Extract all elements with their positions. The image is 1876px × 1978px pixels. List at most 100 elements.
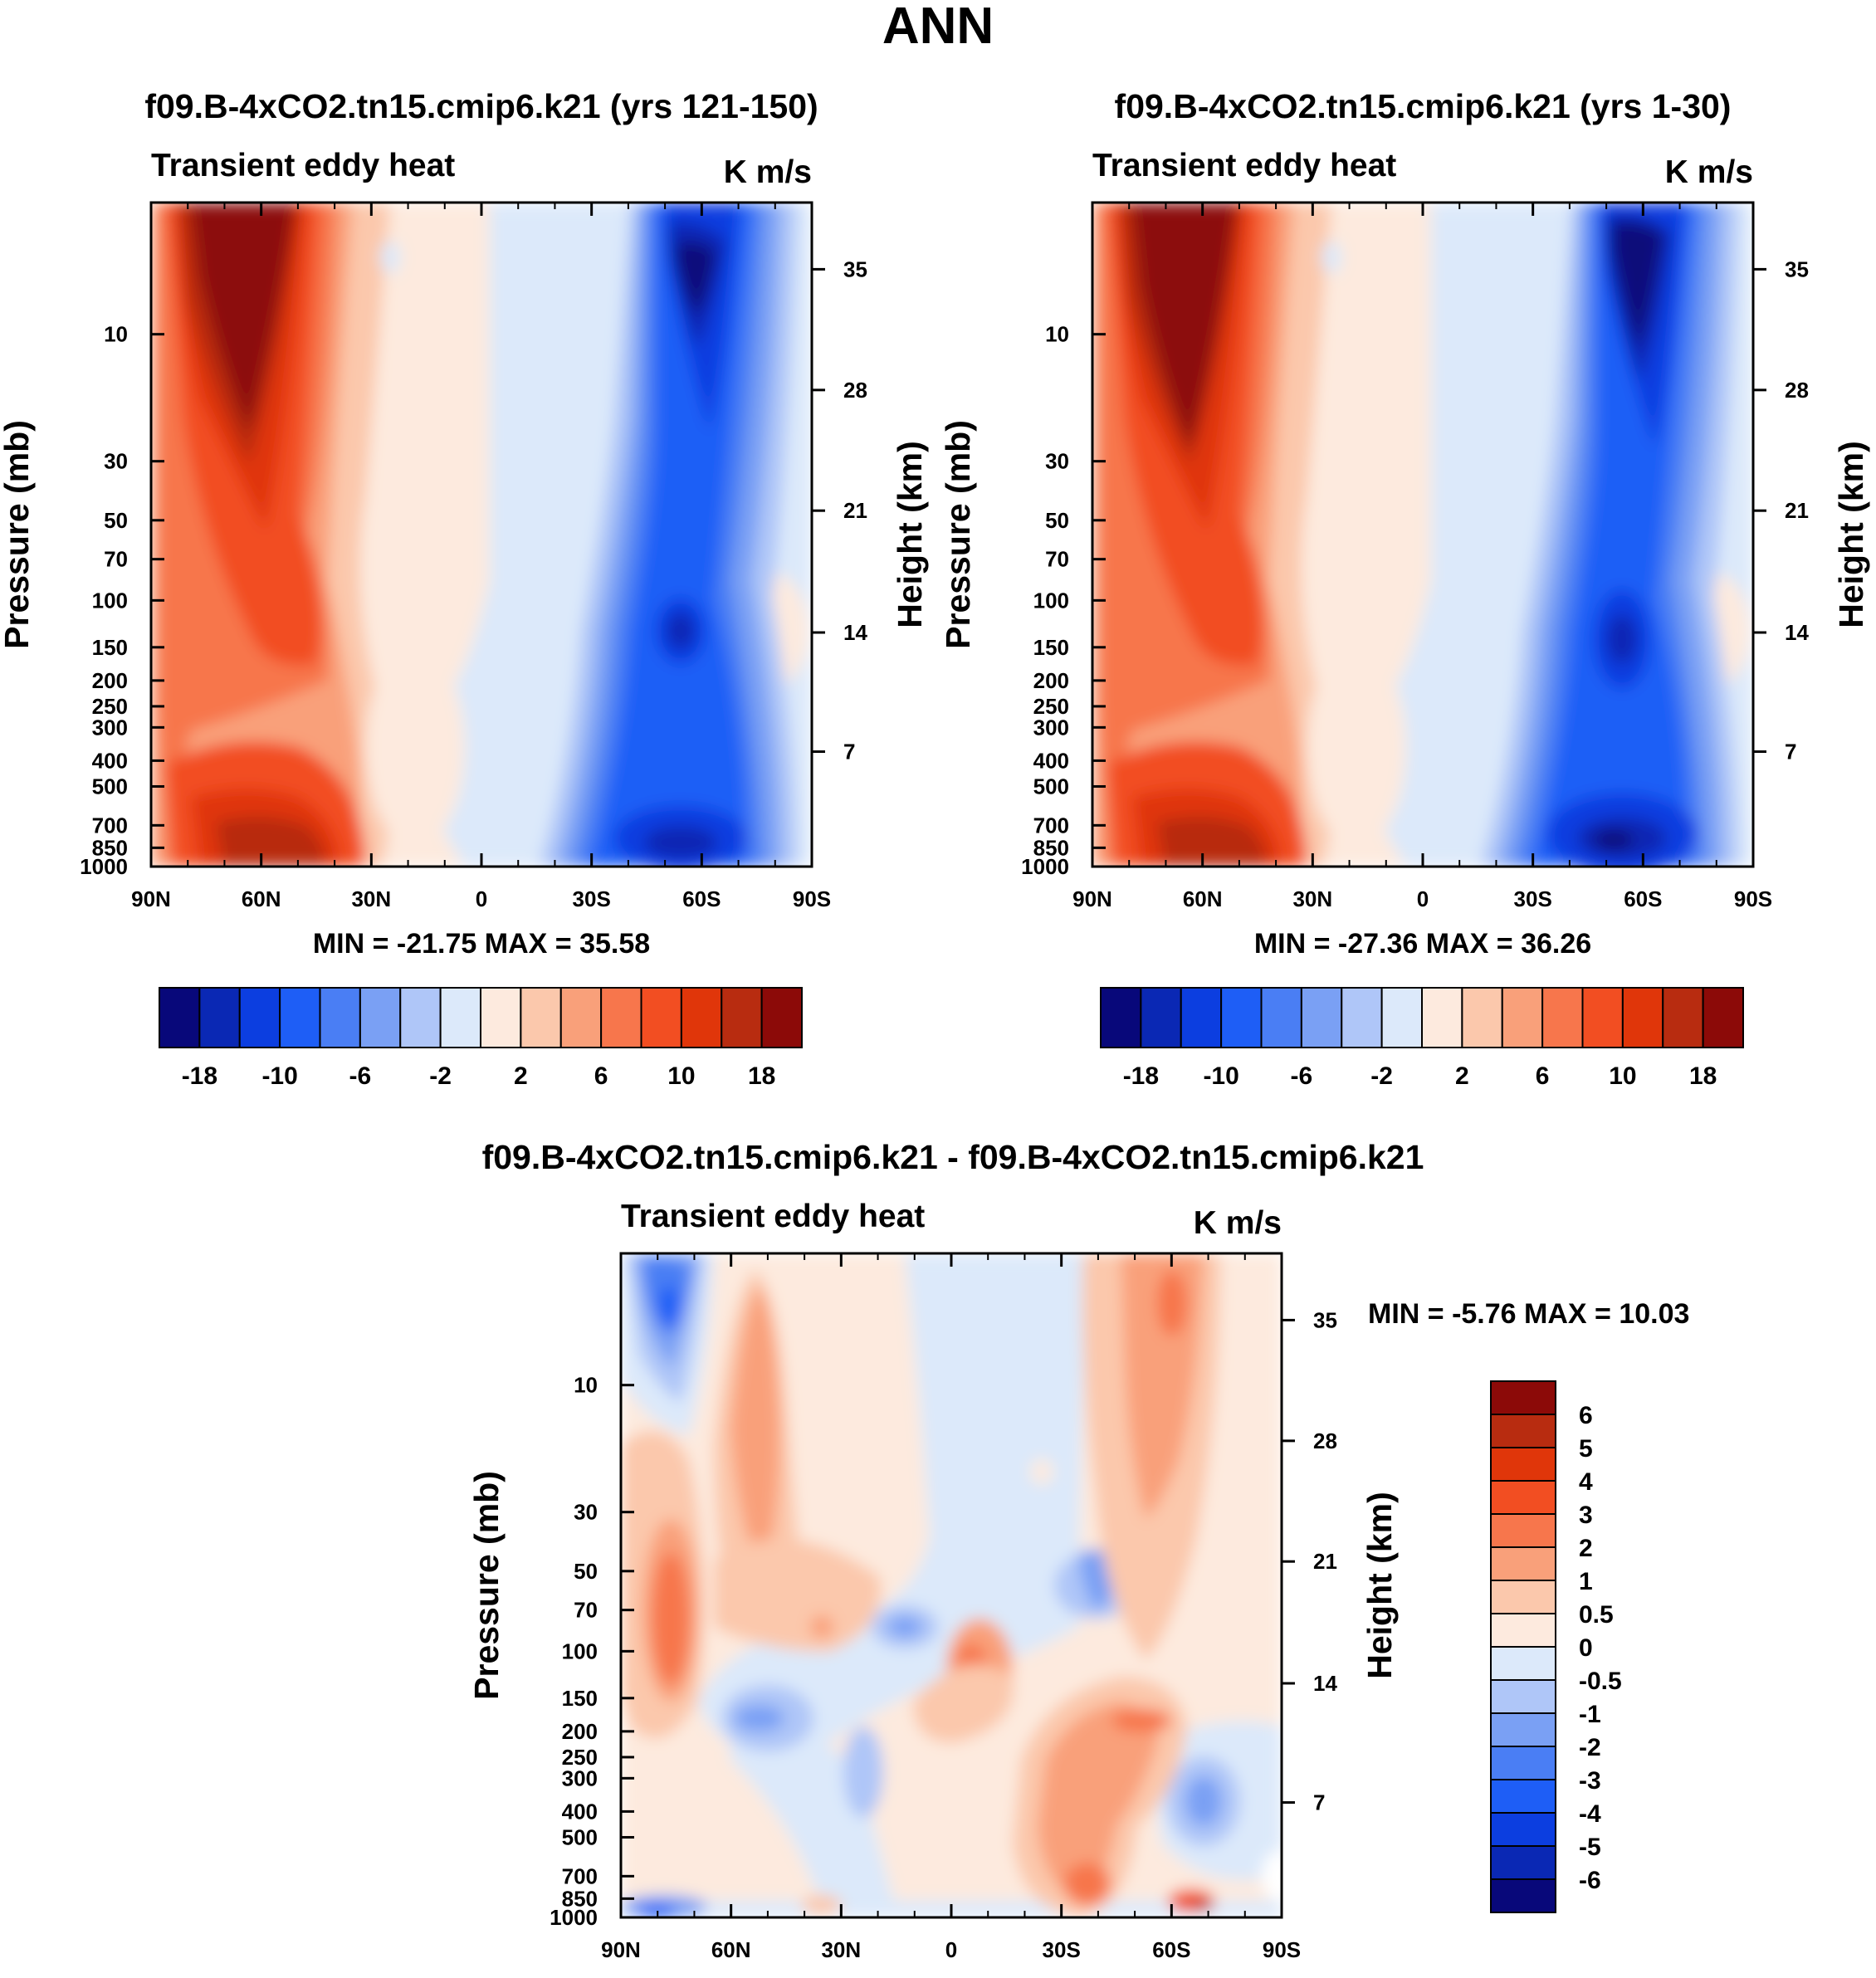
y-tick-label: 30 [574,1500,598,1525]
y-tick-label: 150 [92,635,128,660]
panel-c-contours [621,1253,1282,1917]
colorbar-swatch [721,987,763,1048]
y-tick-label: 200 [1033,668,1069,693]
colorbar-label: -2 [1579,1734,1601,1761]
x-tick-label: 90S [1734,886,1772,911]
colorbar-swatch [1220,987,1263,1048]
y-tick-label: 200 [92,668,128,693]
colorbar-swatch [279,987,321,1048]
y-tick-label: 250 [562,1745,598,1770]
colorbar-label: 0 [1579,1634,1593,1662]
y-tick-label: 70 [1045,547,1069,572]
colorbar-swatch [1662,987,1704,1048]
colorbar-label: 1 [1579,1568,1593,1595]
panel-c: f09.B-4xCO2.tn15.cmip6.k21 - f09.B-4xCO2… [467,1138,1689,1919]
y-tick-label: 850 [92,835,128,860]
colorbar-label: 6 [1536,1062,1550,1090]
colorbar-label: 2 [1455,1062,1469,1090]
y-tick-label: 700 [92,813,128,838]
y-tick-label: 50 [104,508,128,533]
colorbar-label: -2 [429,1062,452,1090]
colorbar-label: 6 [1579,1402,1593,1429]
y-tick-label: 100 [1033,588,1069,613]
y-right-tick-label: 35 [843,256,867,281]
colorbar-label: -0.5 [1579,1668,1622,1695]
panel-a-subtitle-right: K m/s [724,154,812,190]
panel-b-title: f09.B-4xCO2.tn15.cmip6.k21 (yrs 1-30) [1115,87,1732,125]
colorbar-label: -2 [1370,1062,1393,1090]
y-tick-label: 1000 [80,854,128,879]
panel-a-title: f09.B-4xCO2.tn15.cmip6.k21 (yrs 121-150) [144,87,818,125]
y-tick-label: 250 [92,694,128,719]
x-tick-label: 60N [711,1937,751,1962]
panel-a-minmax: MIN = -21.75 MAX = 35.58 [313,928,650,960]
y-tick-label: 300 [562,1766,598,1790]
colorbar-swatch [1490,1546,1556,1581]
colorbar-swatch [1490,1812,1556,1847]
y-tick-label: 300 [92,715,128,740]
colorbar-label: 4 [1579,1468,1593,1496]
colorbar-swatch [520,987,562,1048]
y-right-tick-label: 35 [1785,256,1809,281]
y-tick-label: 50 [1045,508,1069,533]
y-right-tick-label: 14 [1785,620,1809,645]
colorbar-swatch [1490,1513,1556,1548]
colorbar-swatch [1490,1646,1556,1681]
colorbar-swatch [680,987,723,1048]
panel-a-contours [151,203,812,867]
colorbar-swatch [1490,1480,1556,1515]
y-tick-label: 500 [562,1824,598,1849]
x-tick-label: 30S [1043,1937,1081,1962]
colorbar-swatch [640,987,682,1048]
colorbar-swatch [1541,987,1584,1048]
colorbar-label: -4 [1579,1800,1601,1828]
y-tick-label: 100 [562,1639,598,1663]
y-right-tick-label: 28 [1785,378,1809,403]
y-tick-label: 400 [562,1799,598,1824]
colorbar-swatch [1140,987,1182,1048]
colorbar-swatch [1501,987,1544,1048]
colorbar-swatch [439,987,481,1048]
y-right-tick-label: 14 [1313,1671,1337,1696]
y-right-tick-label: 21 [1313,1549,1337,1574]
panel-c-minmax: MIN = -5.76 MAX = 10.03 [1368,1298,1689,1330]
colorbar-swatch [1490,1580,1556,1614]
y-tick-label: 500 [92,774,128,799]
panel-c-subtitle-right: K m/s [1194,1205,1282,1241]
axes-and-colorbars: 90N 60N 30N 0 30S 60S 90S103050701001502002503… [80,203,1809,1962]
panel-a-subtitle-left: Transient eddy heat [151,148,455,183]
colorbar-label: -10 [1203,1062,1238,1090]
y-tick-label: 30 [1045,449,1069,474]
y-tick-label: 100 [92,588,128,613]
colorbar-swatch [1490,1779,1556,1814]
colorbar-swatch [1581,987,1624,1048]
colorbar-label: 6 [594,1062,608,1090]
y-tick-label: 70 [574,1598,598,1623]
y-tick-label: 850 [562,1886,598,1911]
colorbar-label: -1 [1579,1701,1601,1728]
panel-a-ylabel-right: Height (km) [891,441,929,628]
colorbar-swatch [1490,1380,1556,1415]
x-tick-label: 30S [573,886,611,911]
colorbar-label: 18 [748,1062,775,1090]
colorbar-swatch [1490,1679,1556,1714]
panel-b-subtitle-left: Transient eddy heat [1092,148,1396,183]
colorbar-label: 10 [667,1062,695,1090]
colorbar-swatch [1490,1845,1556,1880]
colorbar-swatch [399,987,442,1048]
colorbar-label: -18 [182,1062,217,1090]
colorbar-swatch [1490,1712,1556,1747]
colorbar-swatch [1180,987,1223,1048]
y-right-tick-label: 7 [843,740,855,764]
x-tick-label: 30S [1514,886,1552,911]
x-tick-label: 30N [821,1937,861,1962]
colorbar-label: 0.5 [1579,1601,1614,1629]
figure-title: ANN [882,0,994,55]
y-right-tick-label: 21 [843,498,867,523]
y-tick-label: 150 [562,1686,598,1711]
y-tick-label: 400 [1033,748,1069,773]
panel-c-title: f09.B-4xCO2.tn15.cmip6.k21 - f09.B-4xCO2… [482,1138,1424,1176]
colorbar-swatch [1490,1878,1556,1913]
x-tick-label: 30N [1292,886,1332,911]
colorbar-swatch [1341,987,1383,1048]
